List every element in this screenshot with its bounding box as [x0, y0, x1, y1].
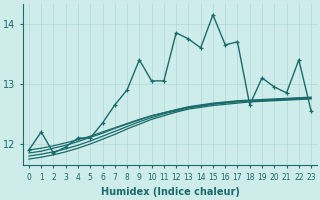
X-axis label: Humidex (Indice chaleur): Humidex (Indice chaleur) [100, 187, 239, 197]
